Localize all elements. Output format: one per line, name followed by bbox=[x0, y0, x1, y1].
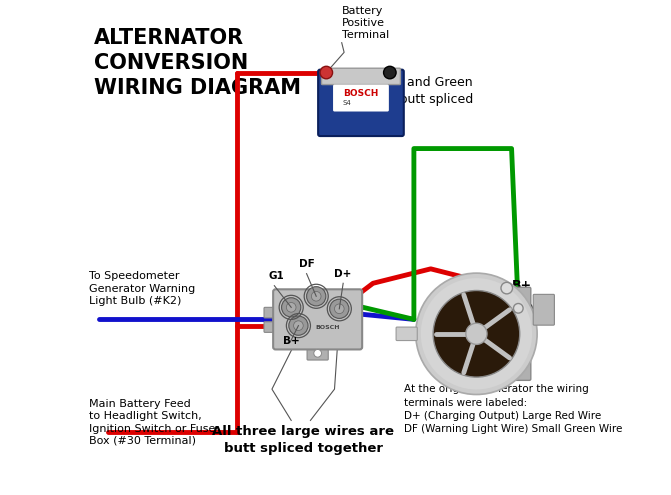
Circle shape bbox=[513, 303, 523, 313]
Circle shape bbox=[289, 316, 308, 335]
Text: DF: DF bbox=[299, 259, 315, 269]
FancyBboxPatch shape bbox=[273, 289, 362, 349]
FancyBboxPatch shape bbox=[396, 327, 417, 341]
Text: Blue Wire and Green
Wire are butt spliced
together: Blue Wire and Green Wire are butt splice… bbox=[343, 76, 474, 123]
Circle shape bbox=[294, 321, 303, 331]
Text: At the original generator the wiring
terminals were labeled:
D+ (Charging Output: At the original generator the wiring ter… bbox=[404, 384, 623, 434]
FancyBboxPatch shape bbox=[484, 287, 531, 380]
Text: B+: B+ bbox=[282, 336, 299, 346]
Text: BOSCH: BOSCH bbox=[315, 325, 340, 330]
FancyBboxPatch shape bbox=[318, 70, 404, 136]
Text: To Speedometer
Generator Warning
Light Bulb (#K2): To Speedometer Generator Warning Light B… bbox=[89, 271, 195, 306]
Text: Main Battery Feed
to Headlight Switch,
Ignition Switch or Fuse
Box (#30 Terminal: Main Battery Feed to Headlight Switch, I… bbox=[89, 399, 215, 446]
Circle shape bbox=[416, 274, 537, 394]
Circle shape bbox=[287, 302, 296, 312]
Circle shape bbox=[384, 66, 396, 79]
Text: D+: D+ bbox=[523, 302, 544, 315]
Text: ALTERNATOR
CONVERSION
WIRING DIAGRAM: ALTERNATOR CONVERSION WIRING DIAGRAM bbox=[94, 28, 301, 98]
Circle shape bbox=[335, 304, 344, 314]
Text: All three large wires are
butt spliced together: All three large wires are butt spliced t… bbox=[212, 425, 395, 455]
FancyBboxPatch shape bbox=[264, 307, 276, 318]
Circle shape bbox=[501, 282, 513, 294]
FancyBboxPatch shape bbox=[533, 295, 554, 325]
Circle shape bbox=[311, 292, 321, 301]
Circle shape bbox=[282, 297, 301, 317]
Text: Battery
Positive
Terminal: Battery Positive Terminal bbox=[342, 5, 389, 40]
Text: S4: S4 bbox=[342, 100, 351, 106]
FancyBboxPatch shape bbox=[333, 85, 389, 111]
Circle shape bbox=[329, 299, 349, 318]
FancyBboxPatch shape bbox=[321, 68, 401, 85]
FancyBboxPatch shape bbox=[264, 322, 276, 332]
Text: BOSCH: BOSCH bbox=[344, 89, 378, 98]
Circle shape bbox=[320, 66, 333, 79]
Text: G1: G1 bbox=[269, 271, 285, 281]
Text: D+: D+ bbox=[334, 269, 352, 280]
Circle shape bbox=[307, 287, 326, 306]
Circle shape bbox=[314, 349, 321, 357]
Circle shape bbox=[433, 291, 520, 377]
Circle shape bbox=[466, 323, 487, 345]
Text: B+: B+ bbox=[511, 279, 531, 292]
FancyBboxPatch shape bbox=[307, 346, 328, 360]
